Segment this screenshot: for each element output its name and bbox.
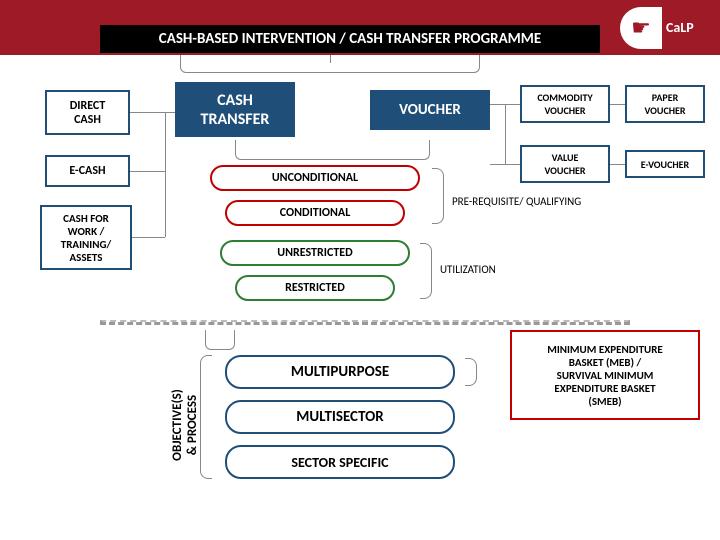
pill-conditional: CONDITIONAL — [225, 200, 405, 226]
box-commodity-voucher: COMMODITY VOUCHER — [520, 85, 610, 123]
box-voucher: VOUCHER — [370, 90, 490, 130]
logo-text: CaLP — [666, 19, 694, 36]
connector — [490, 164, 520, 165]
label-utilization: UTILIZATION — [440, 263, 496, 276]
pill-unrestricted: UNRESTRICTED — [220, 240, 410, 266]
diagram-root: CASH-BASED INTERVENTION / CASH TRANSFER … — [0, 0, 720, 540]
brace-util — [420, 243, 432, 299]
logo-hand-icon: ☛ — [620, 7, 662, 49]
box-meb: MINIMUM EXPENDITURE BASKET (MEB) / SURVI… — [510, 330, 700, 420]
box-cash-for-work: CASH FOR WORK / TRAINING/ ASSETS — [40, 205, 132, 270]
header-title: CASH-BASED INTERVENTION / CASH TRANSFER … — [100, 25, 600, 53]
connector — [505, 104, 506, 164]
pill-sector-specific: SECTOR SPECIFIC — [225, 445, 455, 479]
brace-objectives — [200, 355, 212, 479]
box-cash-transfer: CASH TRANSFER — [175, 82, 295, 137]
brace-mid — [235, 140, 430, 160]
label-prereq: PRE-REQUISITE/ QUALIFYING — [452, 195, 581, 208]
brace-meb — [465, 358, 477, 386]
connector — [132, 237, 165, 238]
pill-restricted: RESTRICTED — [235, 275, 395, 301]
box-e-cash: E-CASH — [45, 155, 130, 187]
pill-multipurpose: MULTIPURPOSE — [225, 355, 455, 389]
brace-prereq — [432, 168, 444, 224]
connector — [130, 112, 175, 113]
brace-bottom-left — [205, 330, 235, 350]
box-value-voucher: VALUE VOUCHER — [520, 145, 610, 183]
connector — [130, 171, 165, 172]
box-direct-cash: DIRECT CASH — [45, 90, 130, 135]
divider-dashed — [100, 320, 630, 325]
label-objectives: OBJECTIVE(S) & PROCESS — [170, 355, 200, 495]
connector — [610, 164, 625, 165]
box-paper-voucher: PAPER VOUCHER — [625, 85, 705, 123]
connector — [330, 55, 331, 63]
pill-unconditional: UNCONDITIONAL — [210, 165, 420, 191]
box-e-voucher: E-VOUCHER — [625, 150, 705, 178]
pill-multisector: MULTISECTOR — [225, 400, 455, 434]
logo: ☛ CaLP — [620, 0, 710, 55]
connector — [165, 112, 166, 237]
connector — [610, 104, 625, 105]
